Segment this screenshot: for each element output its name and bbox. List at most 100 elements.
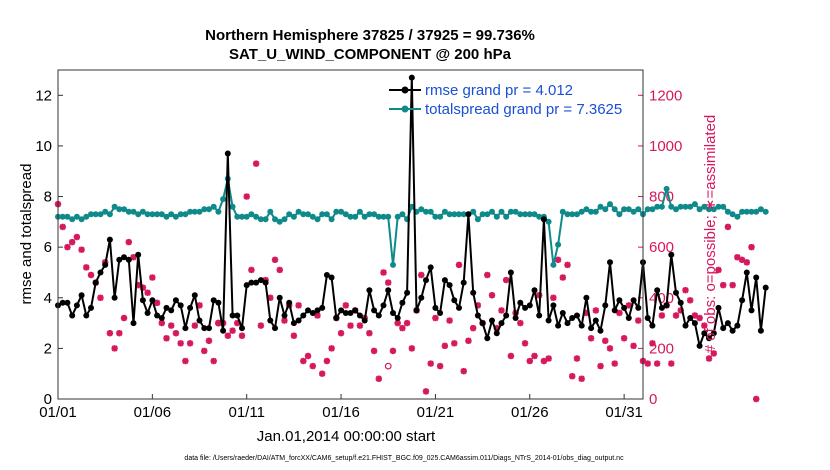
obs-assimilated-marker: [701, 322, 708, 329]
totalspread-point: [484, 211, 491, 218]
obs-assimilated-marker: [446, 317, 453, 324]
totalspread-point: [493, 213, 500, 220]
totalspread-point: [522, 211, 529, 218]
obs-assimilated-marker: [205, 337, 213, 344]
obs-assimilated-marker: [418, 271, 425, 279]
rmse-point: [748, 307, 755, 314]
totalspread-point: [559, 208, 566, 215]
obs-assimilated-marker: [300, 357, 307, 365]
totalspread-point: [578, 208, 585, 215]
totalspread-point: [654, 203, 661, 210]
obs-assimilated-marker: [686, 297, 694, 304]
rmse-point: [220, 327, 227, 334]
totalspread-point: [503, 213, 510, 220]
totalspread-point: [498, 208, 505, 215]
obs-assimilated-marker: [748, 243, 755, 251]
obs-assimilated-marker: [653, 360, 661, 367]
rmse-point: [489, 317, 495, 324]
totalspread-point: [489, 208, 495, 215]
rmse-point: [342, 310, 349, 316]
rmse-point: [498, 320, 505, 327]
totalspread-point: [630, 208, 637, 215]
rmse-point: [272, 325, 278, 332]
totalspread-point: [281, 216, 288, 223]
obs-assimilated-marker: [248, 266, 255, 274]
obs-assimilated-marker: [507, 352, 515, 360]
totalspread-point: [583, 206, 590, 213]
totalspread-point: [592, 208, 599, 215]
obs-assimilated-marker: [168, 322, 175, 329]
obs-assimilated-marker: [531, 352, 538, 360]
rmse-point: [177, 302, 184, 309]
x-axis-label: Jan.01,2014 00:00:00 start: [257, 428, 436, 445]
rmse-point: [753, 274, 760, 281]
x-tick-label: 01/01: [39, 404, 77, 421]
obs-assimilated-marker: [625, 302, 633, 309]
right-tick-label: 600: [649, 239, 674, 256]
totalspread-point: [616, 211, 623, 218]
obs-assimilated-marker: [238, 332, 246, 339]
obs-assimilated-marker: [592, 307, 600, 314]
rmse-point: [578, 322, 585, 329]
rmse-point: [328, 274, 335, 281]
totalspread-point: [319, 211, 326, 218]
right-tick-label: 0: [649, 391, 657, 408]
obs-assimilated-marker: [257, 322, 265, 329]
obs-assimilated-marker: [408, 345, 416, 352]
totalspread-point: [361, 213, 368, 220]
obs-assimilated-marker: [120, 314, 128, 322]
totalspread-point: [64, 213, 71, 220]
rmse-point: [507, 269, 514, 276]
rmse-point: [121, 254, 127, 261]
obs-assimilated-marker: [672, 312, 680, 319]
totalspread-point: [611, 206, 618, 213]
rmse-point: [290, 320, 297, 327]
legend: rmse grand pr = 4.012 totalspread grand …: [389, 82, 622, 118]
rmse-point: [691, 320, 698, 327]
totalspread-point: [375, 213, 382, 220]
totalspread-point: [710, 206, 717, 213]
rmse-point: [83, 312, 90, 319]
obs-assimilated-marker: [649, 340, 656, 347]
obs-assimilated-marker: [191, 322, 199, 329]
totalspread-point: [149, 211, 156, 218]
totalspread-point: [206, 206, 212, 213]
rmse-point: [168, 307, 175, 314]
totalspread-point: [682, 203, 689, 210]
rmse-point: [564, 320, 571, 327]
totalspread-point: [347, 213, 354, 220]
totalspread-point: [460, 211, 467, 218]
totalspread-point: [286, 211, 293, 218]
totalspread-point: [366, 211, 373, 218]
totalspread-point: [135, 211, 142, 218]
totalspread-point: [507, 208, 514, 215]
obs-assimilated-marker: [276, 266, 283, 274]
obs-assimilated-marker: [554, 256, 562, 264]
obs-assimilated-marker: [559, 274, 566, 281]
totalspread-point: [257, 216, 264, 223]
totalspread-point: [300, 211, 307, 218]
rmse-point: [390, 310, 396, 316]
obs-assimilated-marker: [356, 322, 364, 329]
rmse-point: [111, 294, 118, 301]
totalspread-point: [172, 213, 179, 220]
rmse-point: [658, 304, 665, 311]
rmse-point: [371, 307, 378, 314]
totalspread-point: [92, 211, 99, 218]
left-tick-label: 8: [44, 189, 52, 206]
rmse-point: [536, 312, 543, 319]
obs-assimilated-marker: [125, 238, 132, 246]
rmse-point: [729, 327, 736, 334]
totalspread-point: [432, 213, 439, 220]
rmse-point: [517, 299, 524, 306]
totalspread-point: [130, 208, 137, 215]
rmse-point: [644, 315, 651, 321]
rmse-point: [149, 297, 156, 304]
obs-assimilated-marker: [441, 342, 449, 350]
totalspread-point: [418, 206, 425, 213]
obs-assimilated-marker: [696, 314, 703, 322]
obs-assimilated-marker: [309, 362, 316, 370]
rmse-point: [597, 327, 604, 334]
totalspread-point: [536, 213, 543, 220]
rmse-point: [706, 335, 712, 342]
